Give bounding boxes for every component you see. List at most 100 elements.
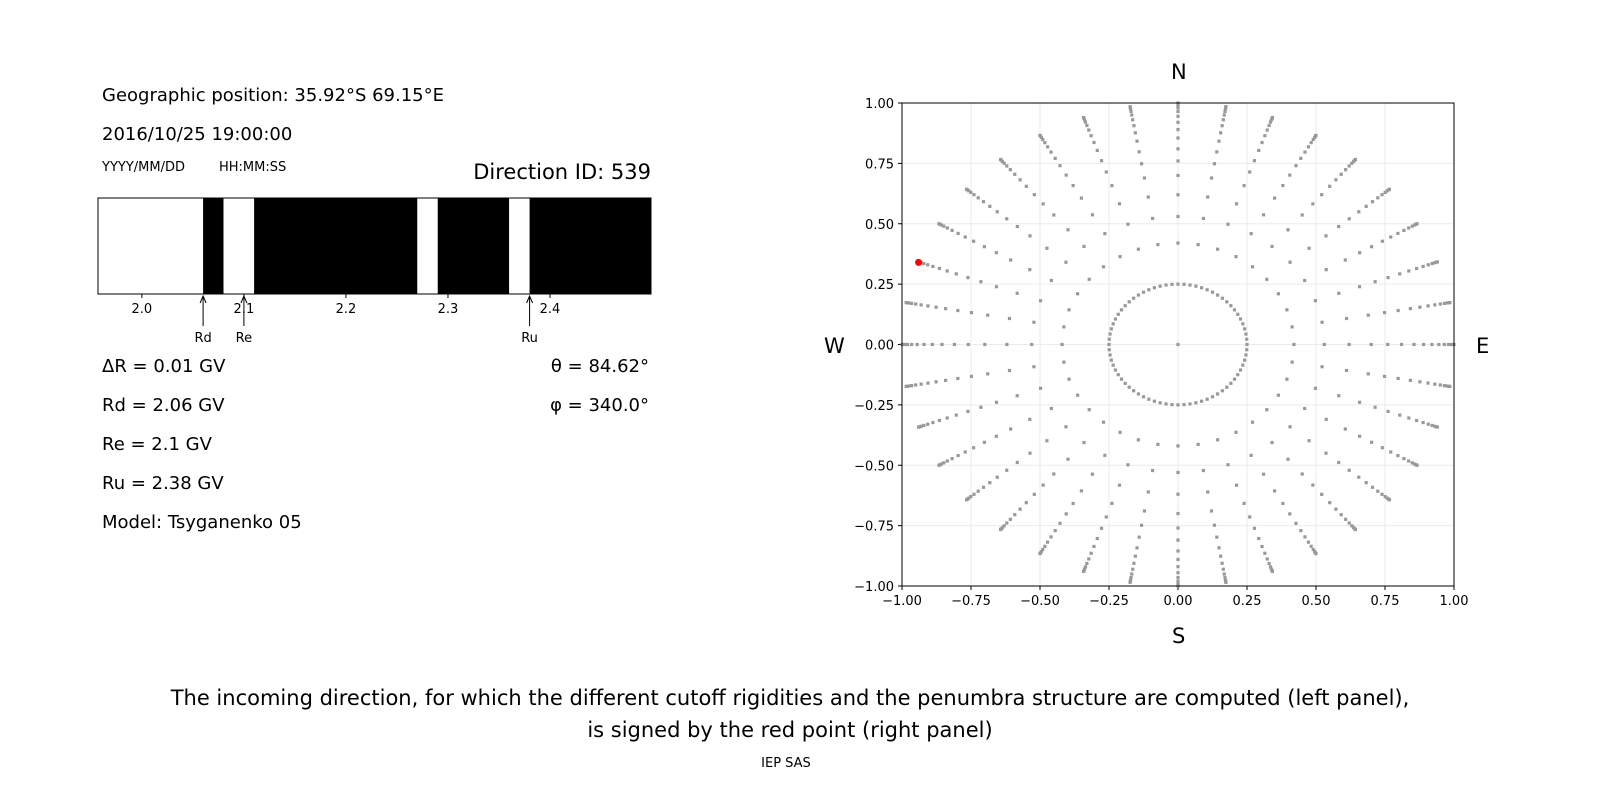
data-point [1267,561,1271,566]
data-point [1110,501,1114,505]
data-point [1337,394,1341,398]
data-point [1433,261,1437,265]
data-point [1303,278,1307,283]
data-point [1005,468,1009,472]
data-point [1066,457,1070,461]
data-point [1217,139,1221,143]
data-point [1176,109,1180,114]
data-point [1402,457,1406,461]
data-point [1386,275,1390,280]
data-point [1265,277,1269,281]
data-point [1364,204,1368,208]
x-tick-label: 0.50 [1302,594,1331,609]
data-point [966,342,970,347]
data-point [1045,540,1050,544]
data-point [1234,430,1238,434]
data-point [1038,133,1042,137]
data-point [1176,557,1180,562]
data-point [1290,325,1294,329]
marker-label-Rd: Rd [194,331,211,346]
data-point [1396,231,1400,236]
data-point [1139,523,1144,527]
data-point [1273,489,1277,493]
data-point [1252,526,1257,530]
data-point [1085,561,1089,566]
marker-label-Ru: Ru [521,331,538,346]
data-point [1205,397,1209,401]
data-point [1128,105,1132,109]
data-point [1128,580,1132,584]
data-point [1117,202,1122,206]
arrow-head-icon [240,294,248,304]
data-point [1176,214,1180,219]
data-point [1389,450,1393,454]
data-point [1028,417,1032,421]
data-point [1268,120,1273,124]
data-point [1038,552,1042,556]
data-point [1313,299,1318,303]
caption-line2: is signed by the red point (right panel) [587,718,993,742]
data-point [1092,140,1096,145]
data-point [934,305,938,309]
data-point [1250,420,1255,424]
data-point [1380,193,1384,197]
data-point [1215,535,1219,539]
data-point [1358,434,1362,438]
bar-frame [97,197,652,295]
data-point [1238,317,1243,321]
data-point [1188,283,1192,287]
data-point [1099,159,1104,163]
penumbra-segment-white [509,198,530,294]
data-point [1024,501,1028,505]
data-point [1402,228,1406,232]
data-point [1309,544,1313,548]
data-point [939,223,943,227]
data-point [1234,483,1239,487]
data-point [1018,178,1022,182]
data-point [1049,535,1053,539]
data-point [1216,438,1220,442]
data-point [1089,134,1093,138]
data-point [1129,109,1133,114]
data-point [1136,247,1140,251]
data-point [1176,575,1180,580]
data-point [1176,106,1180,110]
data-point [956,453,960,458]
data-point [1049,406,1053,411]
data-point [1344,168,1348,172]
model: Model: Tsyganenko 05 [102,512,302,533]
data-point [922,423,926,428]
data-point [1396,376,1400,381]
data-point [1008,168,1012,172]
data-point [1433,303,1437,307]
data-point [1116,312,1120,316]
data-point [1225,385,1229,389]
data-point [926,304,930,308]
data-point [1220,389,1224,393]
data-point [1366,313,1370,317]
data-point [1387,498,1392,502]
data-point [994,434,998,438]
data-point [1082,244,1086,249]
data-point [1212,523,1217,527]
data-point [1205,288,1209,292]
data-point [1113,368,1118,372]
data-point [1064,260,1068,264]
x-tick-label: 2.4 [540,302,561,317]
data-point [1220,561,1224,565]
data-point [963,235,967,239]
data-point [1366,372,1370,376]
data-point [904,300,908,305]
data-point [910,342,914,347]
data-point [1156,243,1160,247]
data-point [1449,342,1453,347]
data-point [1224,580,1228,584]
data-point [1311,483,1315,487]
y-tick-label: 0.00 [865,339,894,354]
data-point [1038,299,1043,303]
data-point [1045,246,1049,250]
data-point [1133,131,1137,135]
data-point [1380,492,1384,496]
data-point [1288,425,1292,429]
data-point [1350,161,1354,165]
